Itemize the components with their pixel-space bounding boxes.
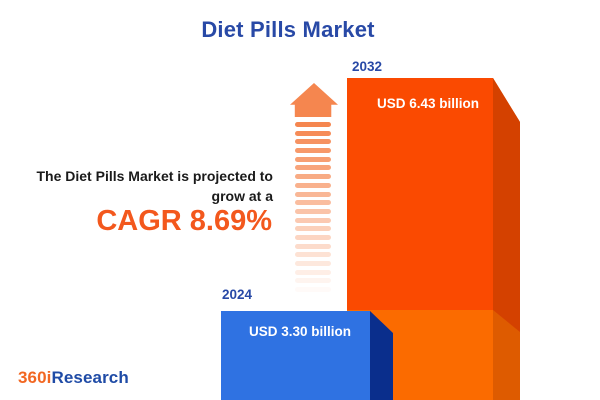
bar-2032-side-upper — [493, 78, 520, 332]
bar-2024-value-label: USD 3.30 billion — [249, 324, 352, 339]
growth-arrow-dash — [295, 278, 331, 284]
growth-arrow-dash — [295, 287, 331, 293]
description-text: The Diet Pills Market is projected to gr… — [23, 166, 273, 206]
cagr-value: CAGR 8.69% — [96, 205, 272, 237]
growth-arrow-dash — [295, 139, 331, 145]
bar-2024-face — [221, 311, 370, 400]
growth-arrow-dash — [295, 182, 331, 188]
growth-arrow-dash — [295, 130, 331, 136]
growth-arrow-dash — [295, 148, 331, 154]
growth-arrow-dash — [295, 261, 331, 266]
growth-arrow-dash — [295, 200, 331, 206]
growth-arrow-icon — [290, 83, 338, 117]
growth-arrow-dash — [295, 252, 331, 258]
logo: 360iResearch — [18, 368, 129, 388]
year-label-2024: 2024 — [222, 287, 253, 302]
growth-arrow-dash — [295, 234, 331, 240]
growth-arrow-dash — [295, 243, 331, 249]
page-title: Diet Pills Market — [201, 17, 375, 42]
bar-2032-value-label: USD 6.43 billion — [377, 96, 480, 111]
description-line-1: The Diet Pills Market is projected to — [36, 168, 273, 184]
logo-part-research: Research — [51, 368, 129, 387]
bar-2024-side — [370, 311, 393, 400]
growth-arrow-dash — [295, 156, 331, 162]
growth-arrow-dash — [295, 122, 331, 127]
growth-arrow-dash — [295, 217, 331, 223]
year-label-2032: 2032 — [352, 59, 383, 74]
description-line-2: grow at a — [211, 188, 273, 204]
growth-arrow-dash — [295, 165, 331, 171]
growth-arrow-dash — [295, 269, 331, 275]
growth-arrow-dash — [295, 208, 331, 214]
growth-arrow-dash — [295, 226, 331, 232]
growth-arrow-dash — [295, 174, 331, 180]
bar-2032-face — [347, 78, 493, 310]
logo-part-360i: 360i — [18, 368, 52, 387]
growth-arrow-dash — [295, 191, 331, 197]
growth-arrow-dashes — [295, 122, 331, 296]
